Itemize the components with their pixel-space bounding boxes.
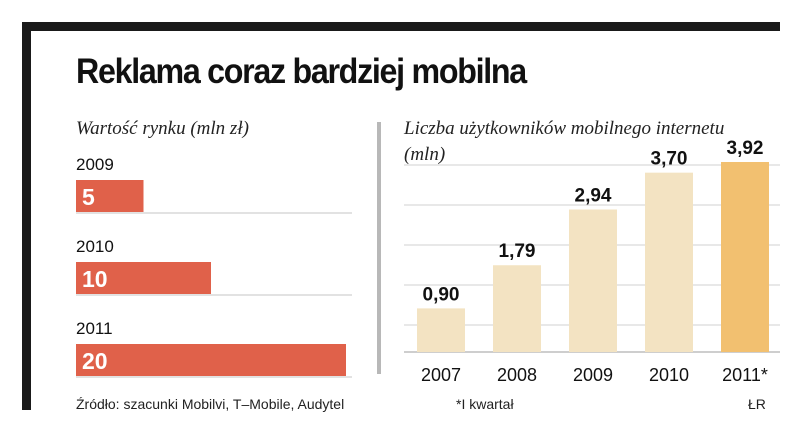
frame-corner-vertical xyxy=(22,22,31,410)
right-bar xyxy=(493,265,541,352)
chart-divider xyxy=(377,122,381,374)
footer-note: *I kwartał xyxy=(456,396,514,412)
frame-corner-horizontal xyxy=(22,22,780,31)
right-category-label: 2008 xyxy=(497,365,537,385)
footer-source: Źródło: szacunki Mobilvi, T–Mobile, Audy… xyxy=(76,396,345,412)
right-bar-value-label: 0,90 xyxy=(423,284,460,305)
right-category-label: 2009 xyxy=(573,365,613,385)
right-category-label: 2007 xyxy=(421,365,461,385)
right-bar-value-label: 1,79 xyxy=(499,241,536,262)
right-category-label: 2011* xyxy=(722,365,768,385)
right-bar xyxy=(721,162,769,352)
chart-title: Reklama coraz bardziej mobilna xyxy=(76,52,527,91)
right-bar-value-label: 3,92 xyxy=(727,138,764,159)
right-bar-value-label: 2,94 xyxy=(575,186,612,207)
right-bar xyxy=(569,209,617,352)
right-bar xyxy=(417,308,465,352)
left-bar-value-label: 5 xyxy=(82,184,95,210)
left-category-label: 2011 xyxy=(76,319,113,338)
right-bar xyxy=(645,172,693,352)
right-bar-value-label: 3,70 xyxy=(651,149,688,170)
left-bar xyxy=(76,180,144,212)
right-chart-title: Liczba użytkowników mobilnego internetu … xyxy=(404,118,725,165)
left-category-label: 2009 xyxy=(76,155,114,174)
left-chart-title: Wartość rynku (mln zł) xyxy=(76,118,249,139)
left-category-label: 2010 xyxy=(76,237,114,256)
right-category-label: 2010 xyxy=(649,365,689,385)
footer-credit: ŁR xyxy=(748,396,766,412)
left-bar-value-label: 10 xyxy=(82,266,108,292)
left-bar xyxy=(76,344,346,376)
left-bar xyxy=(76,262,211,294)
left-bar-value-label: 20 xyxy=(82,348,108,374)
